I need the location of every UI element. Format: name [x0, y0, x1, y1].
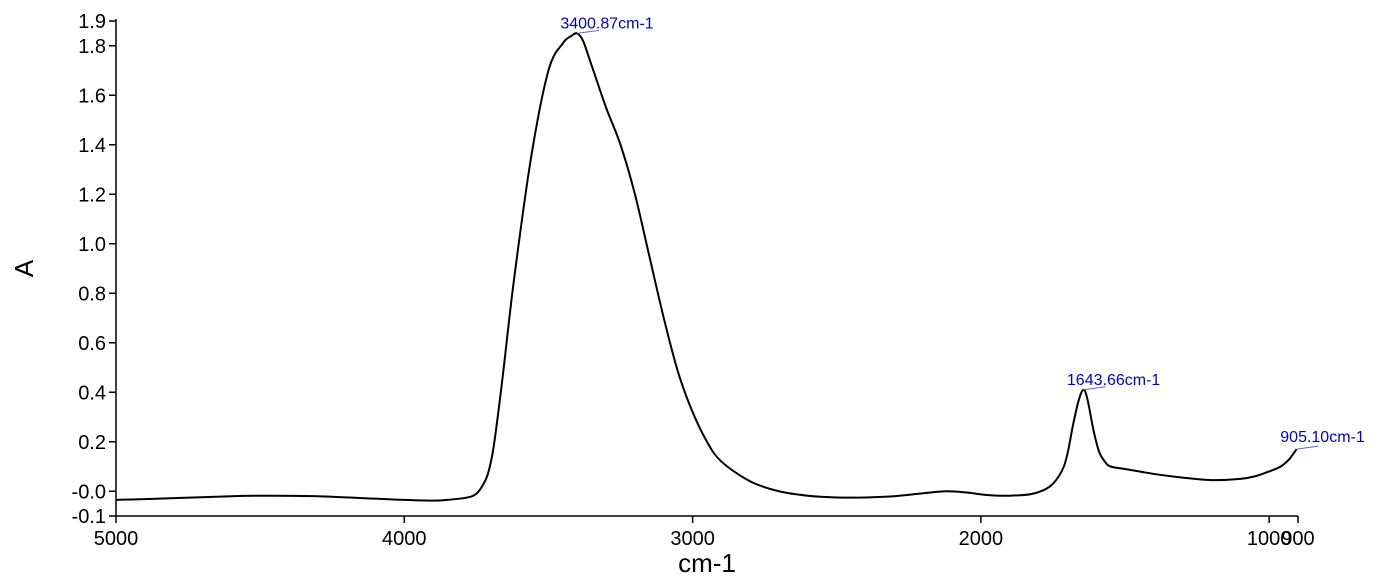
peak-leader-line — [576, 29, 600, 34]
y-tick-label: 0.2 — [78, 432, 106, 454]
x-tick-label: 5000 — [94, 528, 139, 550]
y-tick-label: 1.9 — [78, 11, 106, 33]
peak-label: 905.10cm-1 — [1280, 429, 1365, 446]
y-tick-label: -0.0 — [72, 481, 106, 503]
y-tick-label: 1.6 — [78, 85, 106, 107]
peak-leader-line — [1296, 445, 1319, 450]
peak-label: 1643.66cm-1 — [1067, 372, 1160, 389]
y-tick-label: 0.6 — [78, 333, 106, 355]
x-tick-label: 2000 — [959, 528, 1004, 550]
y-tick-label: 0.8 — [78, 283, 106, 305]
y-tick-label: 1.0 — [78, 234, 106, 256]
spectrum-line — [115, 32, 1298, 502]
y-ticks: -0.1 -0.0 0.2 0.4 0.6 0.8 1.0 1.2 1.4 1.6 1.8 1.9 — [72, 11, 116, 528]
peak-label: 3400.87cm-1 — [560, 15, 653, 32]
y-axis-title: A — [9, 259, 39, 277]
y-tick-label: 0.4 — [78, 382, 106, 404]
y-tick-label: -0.1 — [72, 506, 106, 528]
x-axis-title: cm-1 — [678, 548, 736, 578]
x-tick-label: 4000 — [382, 528, 427, 550]
peak-annotations: 3400.87cm-1 1643.66cm-1 905.10cm-1 — [560, 15, 1365, 450]
x-tick-label: 900 — [1281, 528, 1314, 550]
x-tick-label: 3000 — [670, 528, 715, 550]
y-tick-label: 1.8 — [78, 36, 106, 58]
peak-leader-line — [1083, 386, 1106, 391]
y-tick-label: 1.4 — [78, 135, 106, 157]
x-tick-label: 1000 — [1247, 528, 1292, 550]
y-tick-label: 1.2 — [78, 184, 106, 206]
